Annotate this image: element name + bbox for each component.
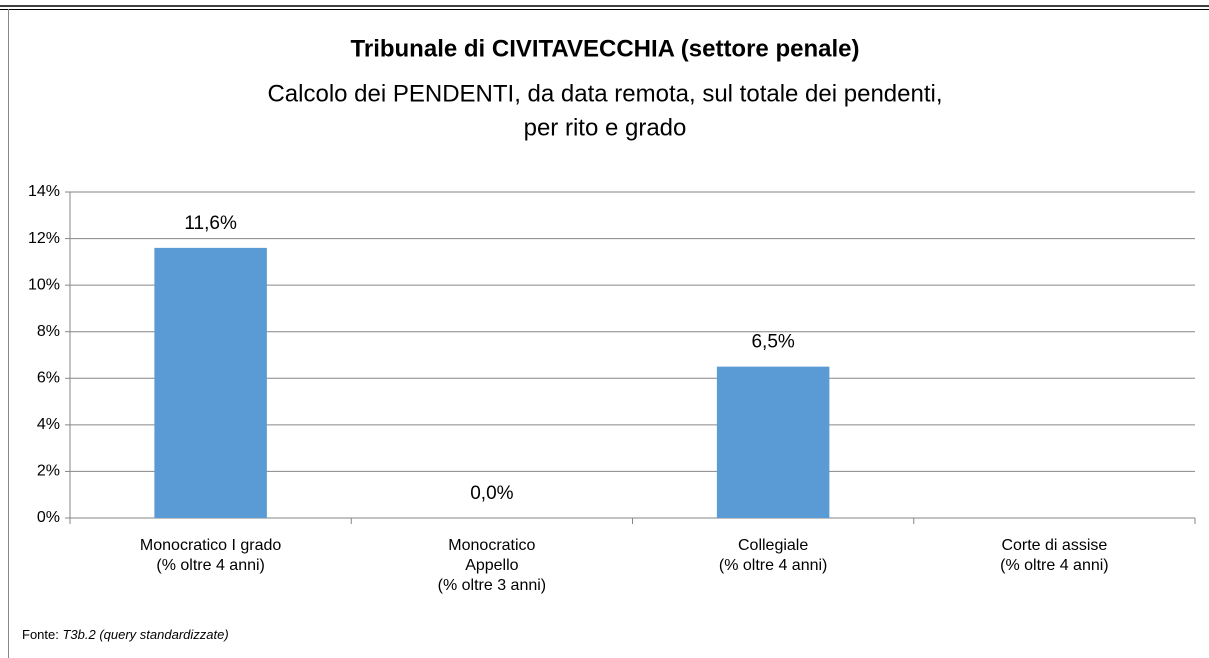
- bar: [716, 366, 830, 518]
- x-tick-label-line: Appello: [465, 557, 518, 574]
- y-tick-label: 14%: [28, 183, 60, 200]
- y-tick-label: 10%: [28, 276, 60, 293]
- x-tick-label: Monocratico I grado (% oltre 4 anni): [140, 537, 282, 574]
- y-tick-label: 2%: [37, 463, 60, 480]
- source: Fonte: T3b.2 (query standardizzate): [22, 627, 229, 642]
- chart-subtitle: per rito e grado: [524, 114, 687, 141]
- x-tick-label: Monocratico Appello (% oltre 3 anni): [438, 537, 547, 594]
- source-label: Fonte:: [22, 627, 59, 642]
- x-tick-label-line: Collegiale: [738, 537, 808, 554]
- source-text: T3b.2 (query standardizzate): [62, 627, 228, 642]
- x-tick-label-line: (% oltre 4 anni): [719, 557, 828, 574]
- y-tick-label: 4%: [37, 416, 60, 433]
- y-tick-label: 12%: [28, 230, 60, 247]
- y-tick-label: 8%: [37, 323, 60, 340]
- x-tick-label-line: Monocratico I grado: [140, 537, 282, 554]
- x-tick-label: Corte di assise (% oltre 4 anni): [1000, 537, 1109, 574]
- y-tick-label: 6%: [37, 370, 60, 387]
- data-label: 11,6%: [184, 213, 237, 234]
- chart-subtitle: Calcolo dei PENDENTI, da data remota, su…: [267, 80, 942, 107]
- chart-title: Tribunale di CIVITAVECCHIA (settore pena…: [351, 35, 860, 62]
- x-tick-label-line: (% oltre 4 anni): [156, 557, 265, 574]
- x-tick-label-line: Corte di assise: [1001, 537, 1107, 554]
- x-tick-label-line: Monocratico: [448, 537, 535, 554]
- data-label: 0,0%: [470, 483, 513, 504]
- x-tick-label: Collegiale (% oltre 4 anni): [719, 537, 828, 574]
- bar: [154, 247, 267, 518]
- x-tick-label-line: (% oltre 4 anni): [1000, 557, 1109, 574]
- x-tick-label-line: (% oltre 3 anni): [438, 577, 547, 594]
- data-label: 6,5%: [751, 332, 794, 353]
- y-tick-label: 0%: [37, 509, 60, 526]
